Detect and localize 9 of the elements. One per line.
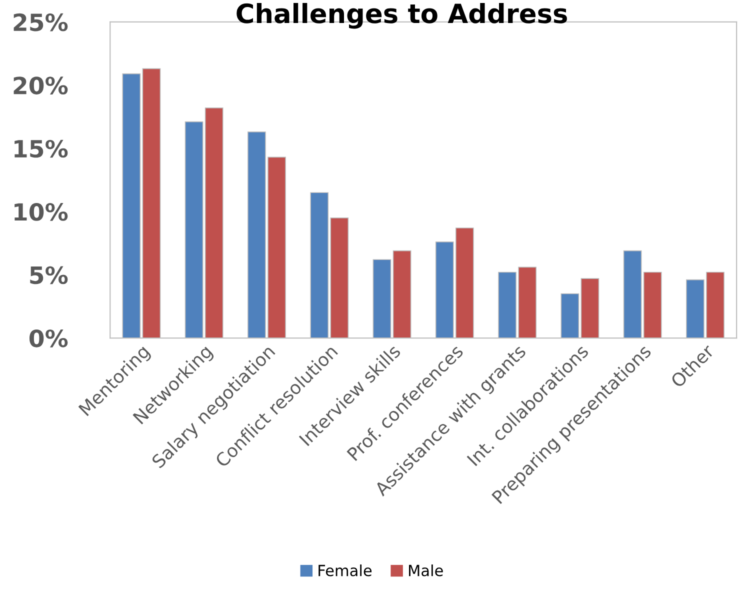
legend-label: Female bbox=[318, 564, 372, 576]
y-tick-label: 0% bbox=[29, 329, 68, 348]
y-tick-label: 20% bbox=[14, 76, 68, 94]
y-tick-label: 15% bbox=[14, 140, 68, 158]
y-tick-label: 25% bbox=[14, 13, 68, 32]
y-tick-label: 5% bbox=[30, 266, 68, 284]
y-tick-label: 10% bbox=[14, 203, 68, 221]
chart-title: Challenges to Address bbox=[236, 2, 567, 29]
legend-label: Male bbox=[408, 564, 443, 576]
